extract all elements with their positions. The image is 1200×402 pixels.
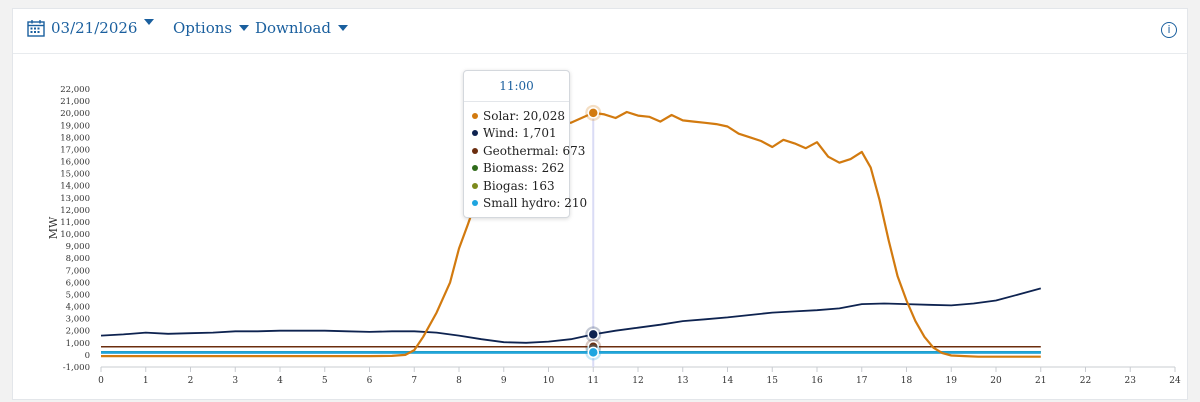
x-tick-label: 24 bbox=[1169, 376, 1181, 386]
tooltip-row-label: Small hydro: 210 bbox=[483, 196, 588, 211]
y-tick-label: 1,000 bbox=[66, 339, 90, 349]
y-tick-label: 20,000 bbox=[60, 109, 90, 119]
y-tick-label: 21,000 bbox=[60, 97, 90, 107]
legend-dot-icon bbox=[472, 200, 478, 207]
x-tick-label: 14 bbox=[722, 376, 734, 386]
y-tick-label: 11,000 bbox=[60, 218, 90, 228]
y-tick-label: 18,000 bbox=[60, 133, 90, 143]
x-tick-label: 6 bbox=[367, 376, 373, 386]
legend-dot-icon bbox=[472, 147, 478, 154]
chart-card: 03/21/2026 Options Download i -1,000 0 1,0… bbox=[12, 8, 1188, 400]
chart-plot[interactable]: -1,000 0 1,000 2,000 3,000 4,000 5,000 6,000 7,0… bbox=[13, 9, 1189, 401]
y-tick-label: 4,000 bbox=[66, 303, 90, 313]
y-axis: -1,000 0 1,000 2,000 3,000 4,000 5,000 6,000 7,0… bbox=[60, 85, 90, 373]
date-dropdown-button[interactable] bbox=[137, 19, 154, 25]
y-tick-label: 19,000 bbox=[60, 121, 90, 131]
series-line-solar bbox=[101, 110, 1041, 358]
tooltip-row-label: Geothermal: 673 bbox=[483, 143, 586, 158]
hover-point-small-hydro bbox=[587, 346, 599, 359]
x-tick-label: 7 bbox=[411, 376, 417, 386]
x-tick-label: 5 bbox=[322, 376, 328, 386]
legend-dot-icon bbox=[472, 165, 478, 172]
tooltip-row-label: Biogas: 163 bbox=[483, 178, 555, 193]
tooltip-row-label: Solar: 20,028 bbox=[483, 108, 566, 123]
download-label: Download bbox=[255, 19, 331, 37]
x-tick-label: 1 bbox=[143, 376, 149, 386]
y-axis-label: MW bbox=[47, 216, 60, 239]
chevron-down-icon bbox=[337, 25, 348, 31]
x-tick-label: 19 bbox=[946, 376, 958, 386]
hover-point-solar bbox=[587, 107, 599, 119]
options-menu[interactable]: Options bbox=[173, 19, 250, 37]
calendar-icon bbox=[27, 20, 45, 37]
x-tick-label: 8 bbox=[456, 376, 462, 386]
y-tick-label: 7,000 bbox=[66, 266, 90, 276]
y-tick-label: 17,000 bbox=[60, 145, 90, 155]
x-tick-label: 11 bbox=[588, 376, 599, 386]
x-tick-label: 15 bbox=[767, 376, 779, 386]
y-tick-label: 9,000 bbox=[66, 242, 90, 252]
x-tick-label: 3 bbox=[232, 376, 238, 386]
x-tick-label: 10 bbox=[543, 376, 555, 386]
date-picker[interactable]: 03/21/2026 bbox=[27, 19, 137, 37]
chevron-down-icon bbox=[144, 19, 154, 25]
x-tick-label: 22 bbox=[1080, 376, 1091, 386]
y-tick-label: 0 bbox=[85, 351, 90, 361]
y-tick-label: 14,000 bbox=[60, 182, 90, 192]
hover-tooltip: 11:00 Solar: 20,028 Wind: 1,701 Geothermal… bbox=[463, 70, 587, 218]
y-tick-label: 12,000 bbox=[60, 206, 90, 216]
x-tick-label: 9 bbox=[501, 376, 507, 386]
y-tick-label: 13,000 bbox=[60, 194, 90, 204]
chevron-down-icon bbox=[239, 25, 250, 31]
tooltip-row: Biogas: 163 bbox=[464, 177, 569, 195]
tooltip-row: Solar: 20,028 bbox=[464, 107, 569, 125]
x-tick-label: 12 bbox=[632, 376, 643, 386]
x-tick-label: 21 bbox=[1035, 376, 1046, 386]
x-tick-label: 16 bbox=[811, 376, 823, 386]
download-menu[interactable]: Download bbox=[255, 19, 348, 37]
date-label: 03/21/2026 bbox=[51, 19, 138, 37]
series-line-wind bbox=[100, 287, 1042, 344]
y-tick-label: -1,000 bbox=[63, 363, 90, 373]
tooltip-row: Wind: 1,701 bbox=[464, 125, 569, 143]
info-icon[interactable]: i bbox=[1161, 22, 1177, 38]
x-tick-label: 20 bbox=[990, 376, 1002, 386]
legend-dot-icon bbox=[472, 130, 478, 137]
x-tick-label: 13 bbox=[677, 376, 689, 386]
y-tick-label: 16,000 bbox=[60, 158, 90, 168]
x-tick-label: 4 bbox=[277, 376, 283, 386]
y-tick-label: 8,000 bbox=[66, 254, 90, 264]
y-tick-label: 5,000 bbox=[66, 290, 90, 300]
y-tick-label: 6,000 bbox=[66, 278, 90, 288]
tooltip-row: Geothermal: 673 bbox=[464, 142, 585, 160]
y-tick-label: 22,000 bbox=[60, 85, 90, 95]
tooltip-time: 11:00 bbox=[464, 71, 569, 102]
x-tick-label: 23 bbox=[1125, 376, 1137, 386]
x-tick-label: 17 bbox=[856, 376, 868, 386]
y-tick-label: 15,000 bbox=[60, 170, 90, 180]
tooltip-row-label: Biomass: 262 bbox=[483, 161, 565, 176]
options-label: Options bbox=[173, 19, 233, 37]
x-axis: 0 1 2 3 4 5 6 7 8 9 10 11 12 13 14 15 16 17 18 19 20 21 22 23 24 bbox=[98, 366, 1181, 386]
toolbar: 03/21/2026 Options Download i bbox=[13, 9, 1187, 54]
hover-point-wind bbox=[587, 328, 599, 341]
y-tick-label: 2,000 bbox=[66, 327, 90, 337]
tooltip-row-label: Wind: 1,701 bbox=[483, 126, 557, 141]
hover-markers bbox=[585, 104, 602, 361]
tooltip-row: Small hydro: 210 bbox=[464, 195, 587, 213]
x-tick-label: 2 bbox=[188, 376, 194, 386]
y-tick-label: 10,000 bbox=[60, 230, 90, 240]
tooltip-row: Biomass: 262 bbox=[464, 160, 569, 178]
x-tick-label: 0 bbox=[98, 376, 104, 386]
legend-dot-icon bbox=[472, 182, 478, 189]
x-tick-label: 18 bbox=[901, 376, 913, 386]
series-group bbox=[100, 110, 1042, 358]
legend-dot-icon bbox=[472, 112, 478, 119]
tooltip-rows: Solar: 20,028 Wind: 1,701 Geothermal: 673 B… bbox=[464, 107, 587, 213]
y-tick-label: 3,000 bbox=[66, 315, 90, 325]
